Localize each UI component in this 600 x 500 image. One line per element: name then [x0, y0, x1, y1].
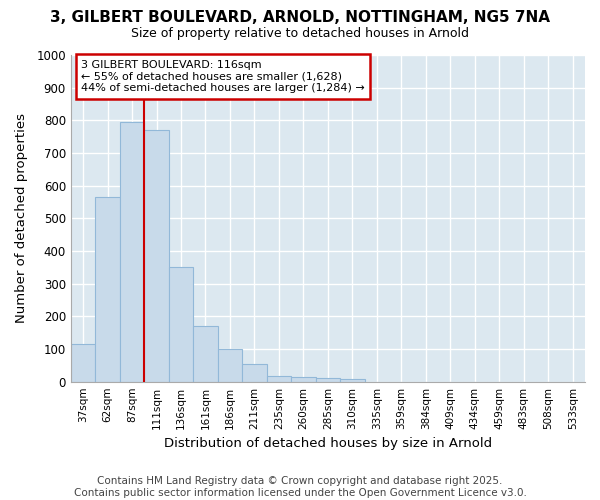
- Bar: [95, 197, 120, 382]
- Bar: [144, 130, 169, 382]
- X-axis label: Distribution of detached houses by size in Arnold: Distribution of detached houses by size …: [164, 437, 492, 450]
- Bar: [291, 378, 316, 382]
- Bar: [218, 349, 242, 382]
- Bar: [71, 344, 95, 382]
- Text: 3, GILBERT BOULEVARD, ARNOLD, NOTTINGHAM, NG5 7NA: 3, GILBERT BOULEVARD, ARNOLD, NOTTINGHAM…: [50, 10, 550, 25]
- Bar: [316, 378, 340, 382]
- Bar: [120, 122, 144, 382]
- Bar: [193, 326, 218, 382]
- Text: Contains HM Land Registry data © Crown copyright and database right 2025.
Contai: Contains HM Land Registry data © Crown c…: [74, 476, 526, 498]
- Bar: [242, 364, 266, 382]
- Bar: [266, 376, 291, 382]
- Text: 3 GILBERT BOULEVARD: 116sqm
← 55% of detached houses are smaller (1,628)
44% of : 3 GILBERT BOULEVARD: 116sqm ← 55% of det…: [81, 60, 365, 93]
- Bar: [169, 268, 193, 382]
- Text: Size of property relative to detached houses in Arnold: Size of property relative to detached ho…: [131, 28, 469, 40]
- Y-axis label: Number of detached properties: Number of detached properties: [15, 114, 28, 324]
- Bar: [340, 379, 365, 382]
